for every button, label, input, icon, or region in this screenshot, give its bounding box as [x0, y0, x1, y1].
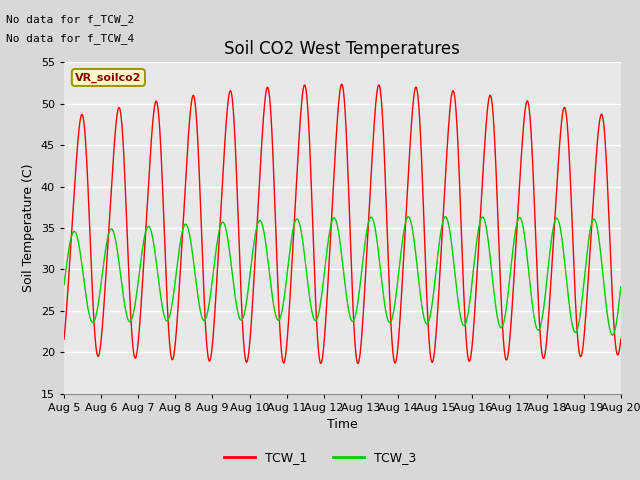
TCW_1 — [298, 99, 305, 105]
TCW_3 — [157, 292, 164, 298]
TCW_1 — [157, 140, 164, 146]
Text: No data for f_TCW_4: No data for f_TCW_4 — [6, 33, 134, 44]
TCW_1 — [547, 289, 554, 295]
TCW_1 — [354, 360, 362, 366]
TCW_3 — [124, 315, 131, 321]
X-axis label: Time: Time — [327, 418, 358, 431]
Line: TCW_3: TCW_3 — [64, 216, 621, 335]
Text: VR_soilco2: VR_soilco2 — [75, 72, 141, 83]
Title: Soil CO2 West Temperatures: Soil CO2 West Temperatures — [225, 40, 460, 58]
TCW_1 — [338, 82, 346, 87]
TCW_1 — [274, 274, 282, 280]
TCW_3 — [274, 317, 282, 323]
TCW_1 — [60, 336, 68, 342]
TCW_3 — [442, 214, 449, 219]
Text: No data for f_TCW_2: No data for f_TCW_2 — [6, 13, 134, 24]
TCW_3 — [617, 284, 625, 289]
TCW_3 — [60, 282, 68, 288]
TCW_3 — [606, 327, 614, 333]
TCW_1 — [124, 239, 131, 245]
TCW_3 — [609, 332, 616, 338]
Y-axis label: Soil Temperature (C): Soil Temperature (C) — [22, 164, 35, 292]
Legend: TCW_1, TCW_3: TCW_1, TCW_3 — [219, 446, 421, 469]
TCW_3 — [298, 231, 305, 237]
TCW_1 — [606, 246, 614, 252]
TCW_1 — [617, 336, 625, 342]
TCW_3 — [546, 248, 554, 253]
Line: TCW_1: TCW_1 — [64, 84, 621, 363]
